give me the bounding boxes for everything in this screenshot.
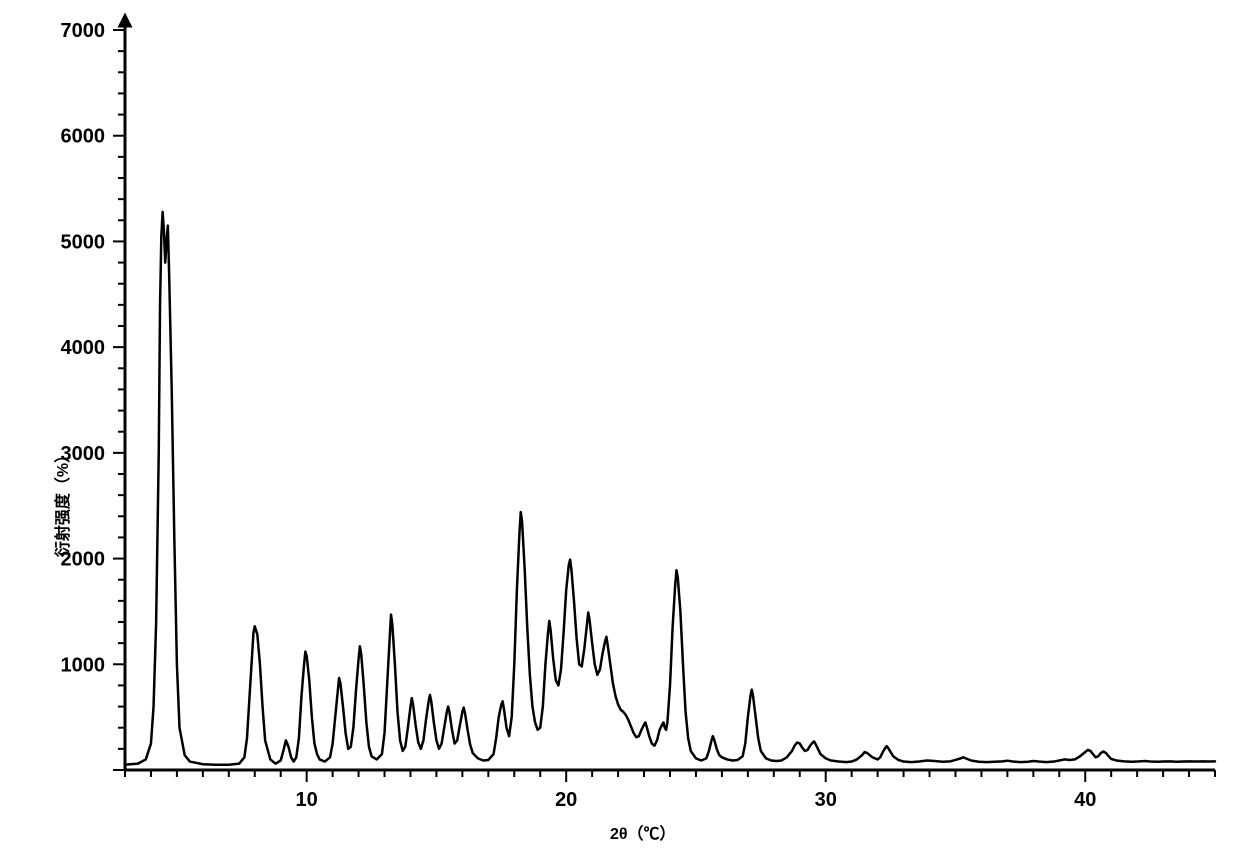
x-tick-label: 40 (1074, 789, 1096, 811)
y-tick-label: 1000 (61, 654, 106, 676)
x-tick-label: 10 (296, 789, 318, 811)
y-tick-label: 5000 (61, 231, 106, 253)
x-tick-label: 20 (555, 789, 577, 811)
x-axis-label: 2θ（℃） (610, 820, 676, 844)
y-axis-label: 衍射强度（%） (49, 447, 73, 557)
y-tick-label: 6000 (61, 126, 106, 148)
xrd-chart: 102030401000200030004000500060007000 (0, 0, 1240, 854)
y-tick-label: 7000 (61, 20, 106, 42)
diffraction-curve (125, 212, 1215, 765)
x-tick-label: 30 (815, 789, 837, 811)
y-tick-label: 4000 (61, 337, 106, 359)
